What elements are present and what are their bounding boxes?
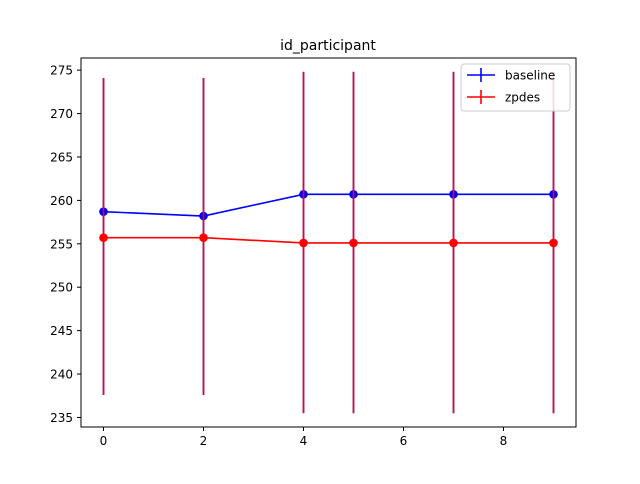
data-point-zpdes — [199, 233, 208, 243]
legend: baseline zpdes — [460, 63, 571, 112]
series-zpdes — [99, 71, 558, 414]
y-tick-label: 235 — [50, 411, 73, 425]
data-point-zpdes — [299, 238, 308, 248]
axes-frame — [80, 57, 577, 428]
series-line-baseline — [103, 193, 554, 217]
data-point-zpdes — [449, 238, 458, 248]
legend-item-baseline: baseline — [467, 68, 555, 83]
plot-area — [99, 71, 558, 414]
y-tick-label: 240 — [50, 368, 73, 382]
y-tick-label: 270 — [50, 107, 73, 121]
data-point-zpdes — [99, 233, 108, 243]
y-tick-label: 265 — [50, 150, 73, 164]
axes: 0 2 4 6 8 235 240 245 250 255 260 265 270 275 — [50, 57, 577, 448]
x-tick-label: 8 — [500, 434, 508, 448]
x-tick-label: 4 — [300, 434, 308, 448]
y-tick-label: 250 — [50, 281, 73, 295]
chart-title: id_participant — [280, 38, 376, 54]
x-tick-label: 6 — [400, 434, 408, 448]
legend-item-zpdes: zpdes — [467, 90, 540, 105]
legend-label: zpdes — [505, 91, 540, 105]
series-line-zpdes — [103, 236, 554, 244]
x-tick-label: 0 — [100, 434, 108, 448]
y-tick-label: 275 — [50, 64, 73, 78]
legend-label: baseline — [505, 69, 555, 83]
x-tick-label: 2 — [200, 434, 208, 448]
y-tick-label: 245 — [50, 324, 73, 338]
y-tick-label: 260 — [50, 194, 73, 208]
y-tick-label: 255 — [50, 237, 73, 251]
data-point-zpdes — [549, 238, 558, 248]
data-point-zpdes — [349, 238, 358, 248]
